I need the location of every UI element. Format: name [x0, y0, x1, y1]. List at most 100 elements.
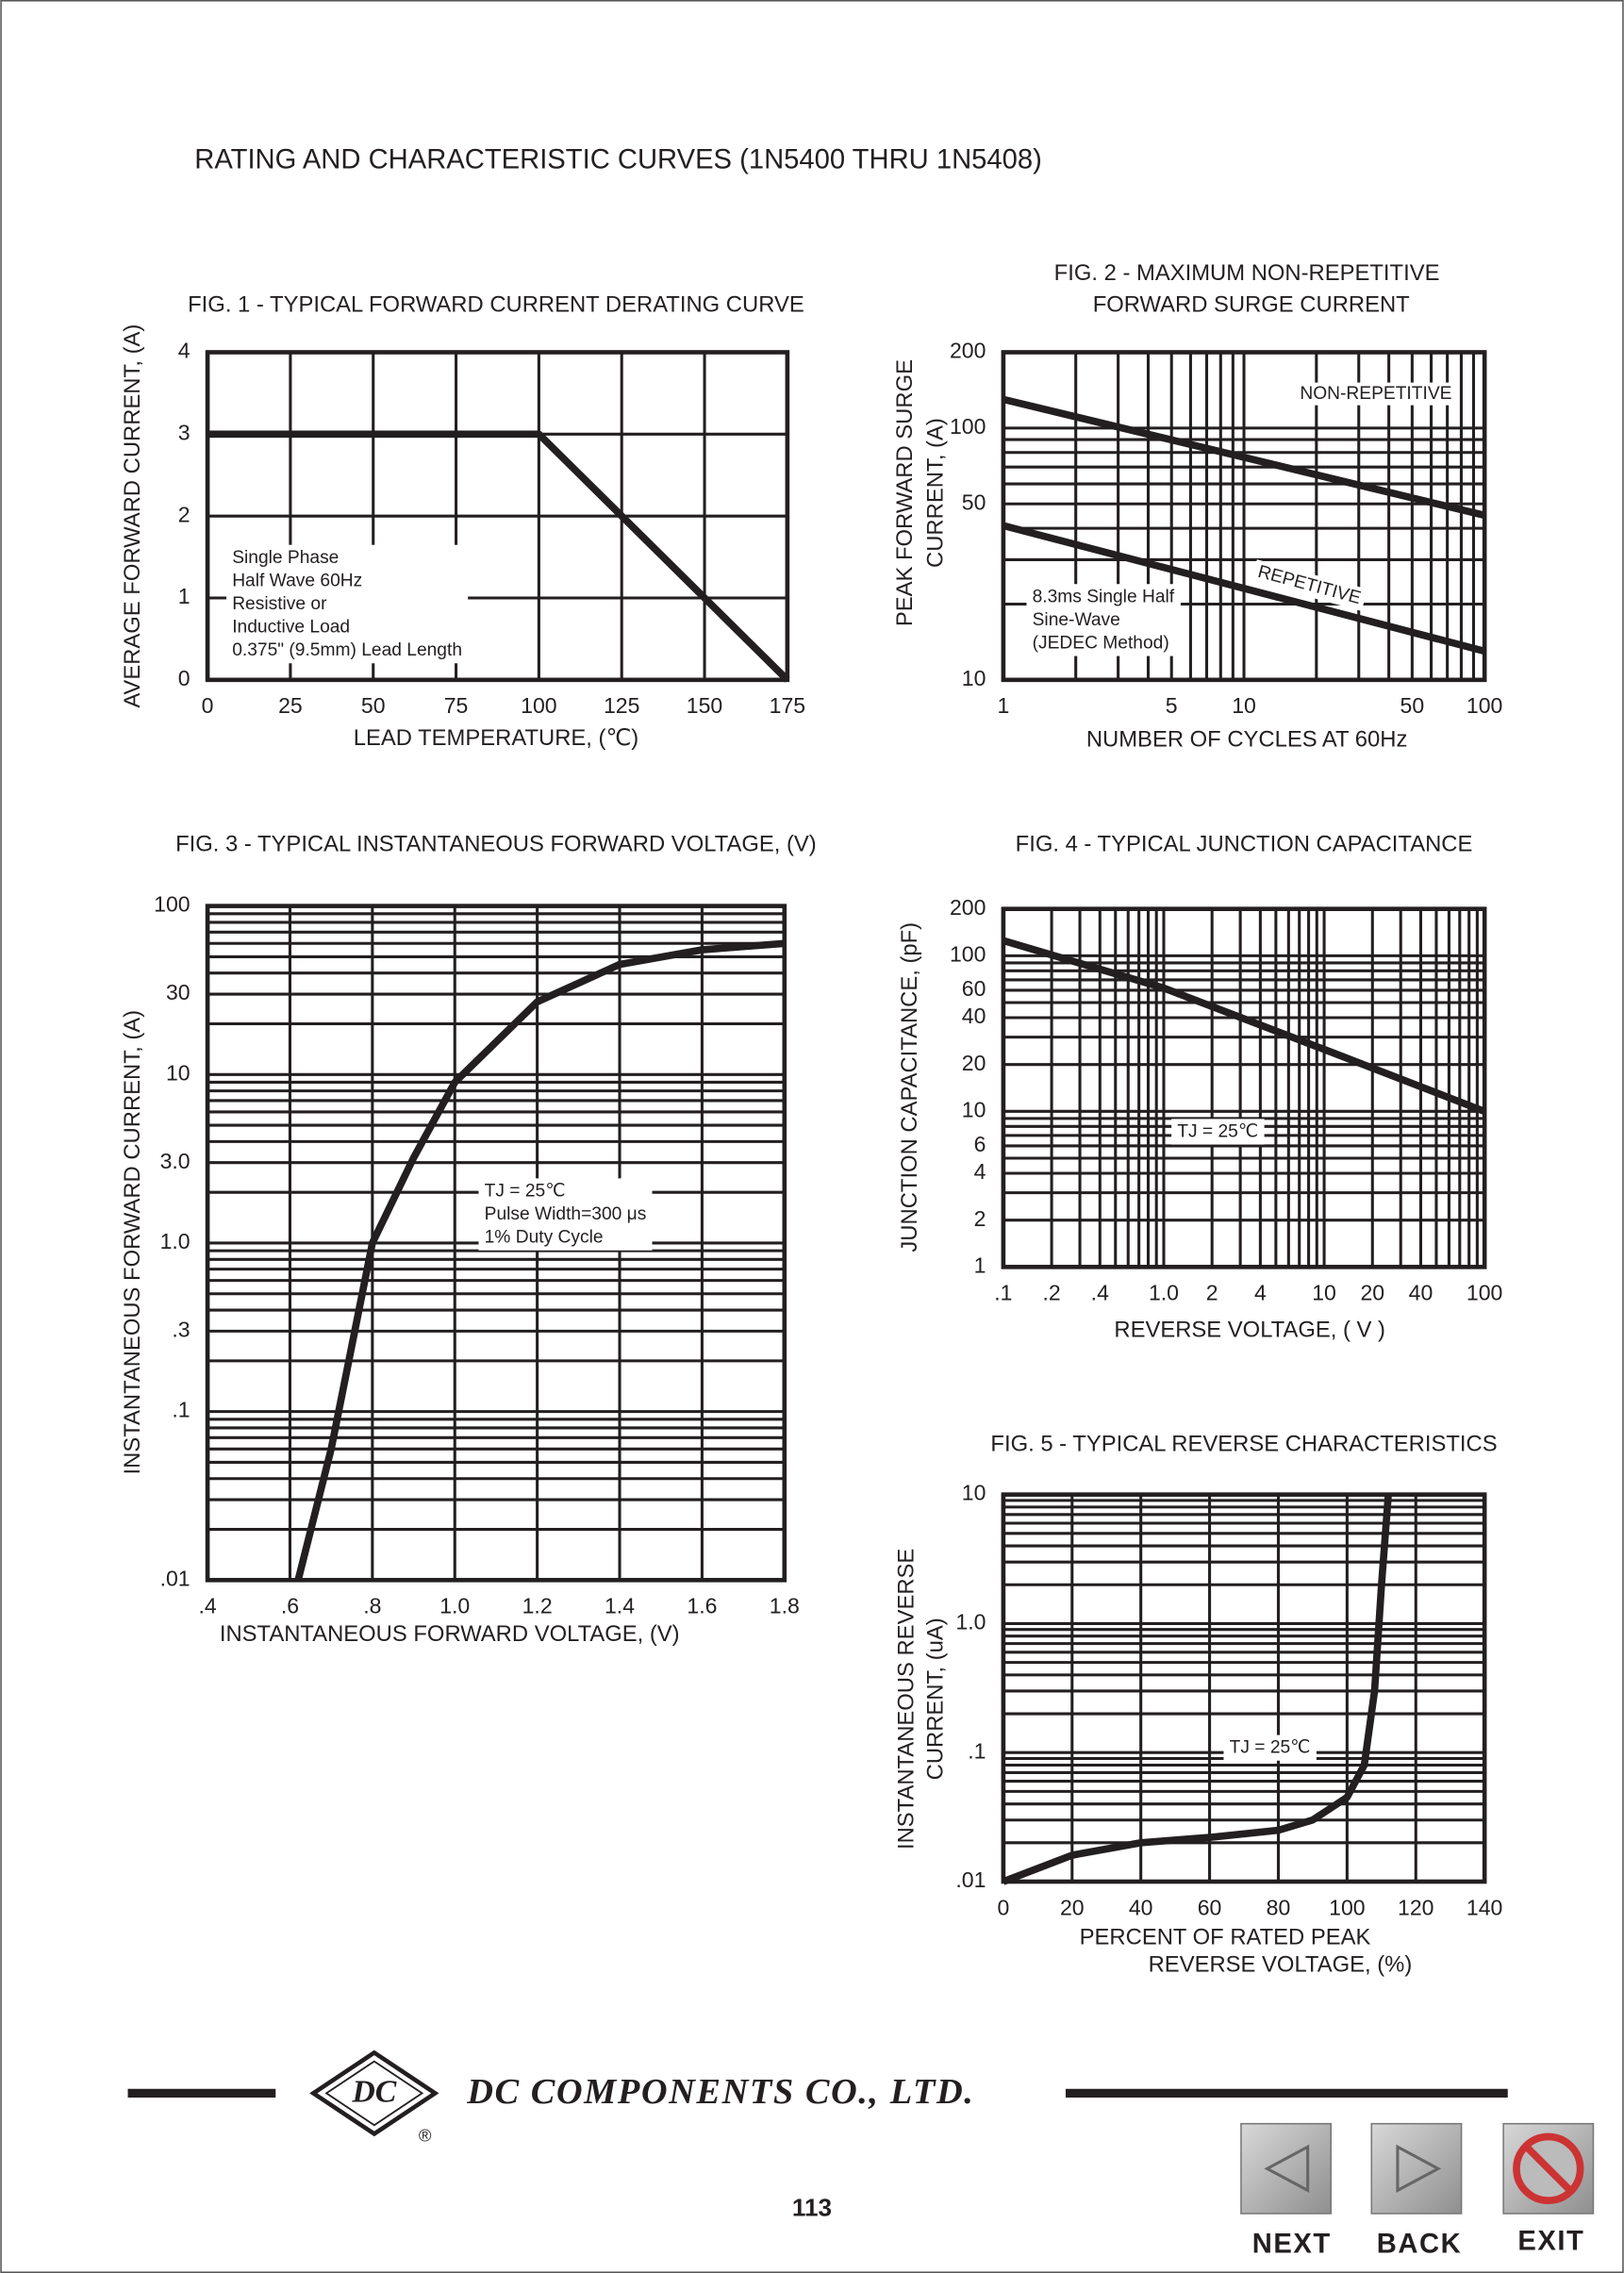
x-tick-label: 120 — [1398, 1895, 1433, 1919]
footer: DC ® DC COMPONENTS CO., LTD. 113 NEXT BA… — [127, 2049, 1595, 2260]
x-tick-label: .4 — [1091, 1281, 1109, 1305]
y-tick-label: 1.0 — [955, 1610, 986, 1634]
data-line — [1002, 937, 1486, 1115]
x-axis-label: REVERSE VOLTAGE, ( V ) — [1114, 1317, 1385, 1342]
x-tick-label: 1.8 — [770, 1594, 800, 1618]
y-tick-label: 30 — [166, 980, 191, 1004]
y-tick-label: .1 — [968, 1738, 986, 1763]
x-axis-label: PERCENT OF RATED PEAK — [1080, 1924, 1371, 1949]
chart-title: FIG. 3 - TYPICAL INSTANTANEOUS FORWARD V… — [175, 831, 817, 856]
x-tick-label: 1.6 — [687, 1594, 717, 1618]
x-tick-label: 10 — [1232, 693, 1256, 718]
button-face[interactable] — [1240, 2122, 1333, 2215]
logo-diamond-inner — [324, 2060, 424, 2127]
y-tick-label: 0 — [178, 666, 191, 690]
y-axis-label: INSTANTANEOUS FORWARD CURRENT, (A) — [120, 1010, 145, 1475]
y-tick-label: 40 — [962, 1004, 986, 1028]
chart-title: FIG. 1 - TYPICAL FORWARD CURRENT DERATIN… — [188, 292, 804, 318]
x-tick-label: 150 — [687, 693, 722, 718]
y-tick-label: 4 — [178, 339, 191, 363]
x-tick-label: 20 — [1360, 1281, 1384, 1305]
annotation: Resistive or — [232, 594, 327, 614]
annotation: (JEDEC Method) — [1033, 634, 1169, 654]
next-button[interactable]: NEXT — [1240, 2122, 1333, 2260]
arrow-left[interactable] — [1264, 2144, 1310, 2193]
page-title: RATING AND CHARACTERISTIC CURVES (1N5400… — [194, 144, 1042, 174]
y-tick-label: 60 — [962, 976, 986, 1001]
exit-button[interactable]: EXIT — [1502, 2122, 1595, 2257]
x-tick-label: 1 — [997, 693, 1009, 718]
x-tick-label: 100 — [1467, 693, 1502, 718]
x-tick-label: 20 — [1060, 1895, 1085, 1919]
x-tick-label: 1.2 — [522, 1594, 553, 1618]
x-tick-label: 100 — [1329, 1895, 1365, 1919]
arrow-right[interactable] — [1396, 2144, 1442, 2193]
back-button[interactable]: BACK — [1370, 2122, 1463, 2260]
page-number: 113 — [792, 2193, 832, 2221]
x-tick-label: 50 — [1400, 693, 1425, 718]
button-label[interactable]: BACK — [1377, 2230, 1462, 2260]
exit-slash[interactable] — [1524, 2144, 1573, 2194]
x-tick-label: 140 — [1467, 1895, 1502, 1919]
annotation-backdrop — [1026, 584, 1181, 656]
x-tick-label: 5 — [1166, 693, 1178, 718]
y-tick-label: 1.0 — [160, 1229, 191, 1253]
x-tick-label: 100 — [521, 693, 556, 718]
y-tick-label: 1 — [974, 1253, 986, 1277]
x-tick-label: 125 — [604, 693, 639, 718]
label-backdrop — [1295, 382, 1457, 406]
x-tick-label: 1.4 — [605, 1594, 635, 1618]
x-tick-label: .4 — [198, 1594, 216, 1618]
annotation: TJ = 25℃ — [1177, 1121, 1258, 1141]
label-backdrop — [1251, 559, 1367, 611]
x-tick-label: 80 — [1267, 1895, 1291, 1919]
plot-frame — [1001, 350, 1487, 683]
y-tick-label: 4 — [974, 1159, 986, 1184]
x-tick-label: 1.0 — [1149, 1281, 1179, 1305]
x-tick-label: .8 — [363, 1594, 381, 1618]
button-label[interactable]: NEXT — [1252, 2230, 1332, 2260]
annotation-backdrop — [1223, 1734, 1317, 1761]
annotation: Pulse Width=300 μs — [485, 1204, 647, 1224]
x-axis-label: NUMBER OF CYCLES AT 60Hz — [1086, 727, 1408, 753]
y-axis-label: CURRENT, (uA) — [922, 1618, 948, 1780]
data-line — [207, 430, 790, 683]
y-tick-label: 3 — [178, 420, 191, 444]
y-tick-label: 100 — [950, 414, 986, 439]
x-tick-label: 100 — [1467, 1281, 1502, 1305]
annotation: 8.3ms Single Half — [1033, 587, 1175, 606]
y-tick-label: 20 — [962, 1051, 986, 1075]
button-face[interactable] — [1370, 2122, 1463, 2215]
y-axis-label: CURRENT, (A) — [922, 418, 948, 568]
y-tick-label: 6 — [974, 1132, 986, 1156]
x-tick-label: 25 — [278, 693, 303, 718]
registered-mark: ® — [419, 2125, 432, 2145]
x-tick-label: 50 — [361, 693, 386, 718]
annotation: Half Wave 60Hz — [232, 571, 362, 590]
annotation: Sine-Wave — [1033, 610, 1120, 630]
chart-title: FIG. 4 - TYPICAL JUNCTION CAPACITANCE — [1016, 831, 1473, 856]
x-tick-label: 0 — [202, 693, 214, 718]
data-line — [1002, 1494, 1392, 1885]
y-tick-label: 200 — [950, 339, 986, 363]
plot-frame — [205, 350, 790, 683]
y-tick-label: 200 — [950, 895, 986, 920]
x-tick-label: 175 — [770, 693, 805, 718]
y-tick-label: 50 — [962, 489, 986, 514]
x-axis-label: LEAD TEMPERATURE, (℃) — [354, 725, 638, 751]
x-tick-label: 40 — [1129, 1895, 1153, 1919]
button-label[interactable]: EXIT — [1517, 2226, 1584, 2256]
x-tick-label: .1 — [994, 1281, 1012, 1305]
logo: DC — [351, 2075, 396, 2110]
x-tick-label: 0 — [997, 1895, 1009, 1919]
y-tick-label: 10 — [962, 1481, 986, 1505]
plot-frame — [1001, 1492, 1487, 1884]
x-tick-label: .2 — [1042, 1281, 1060, 1305]
y-axis-label: JUNCTION CAPACITANCE, (pF) — [897, 922, 922, 1253]
x-tick-label: 1.0 — [439, 1594, 470, 1618]
data-line — [1002, 522, 1486, 655]
y-tick-label: 1 — [178, 584, 191, 608]
y-tick-label: 2 — [178, 502, 191, 526]
y-tick-label: 3.0 — [160, 1149, 191, 1173]
